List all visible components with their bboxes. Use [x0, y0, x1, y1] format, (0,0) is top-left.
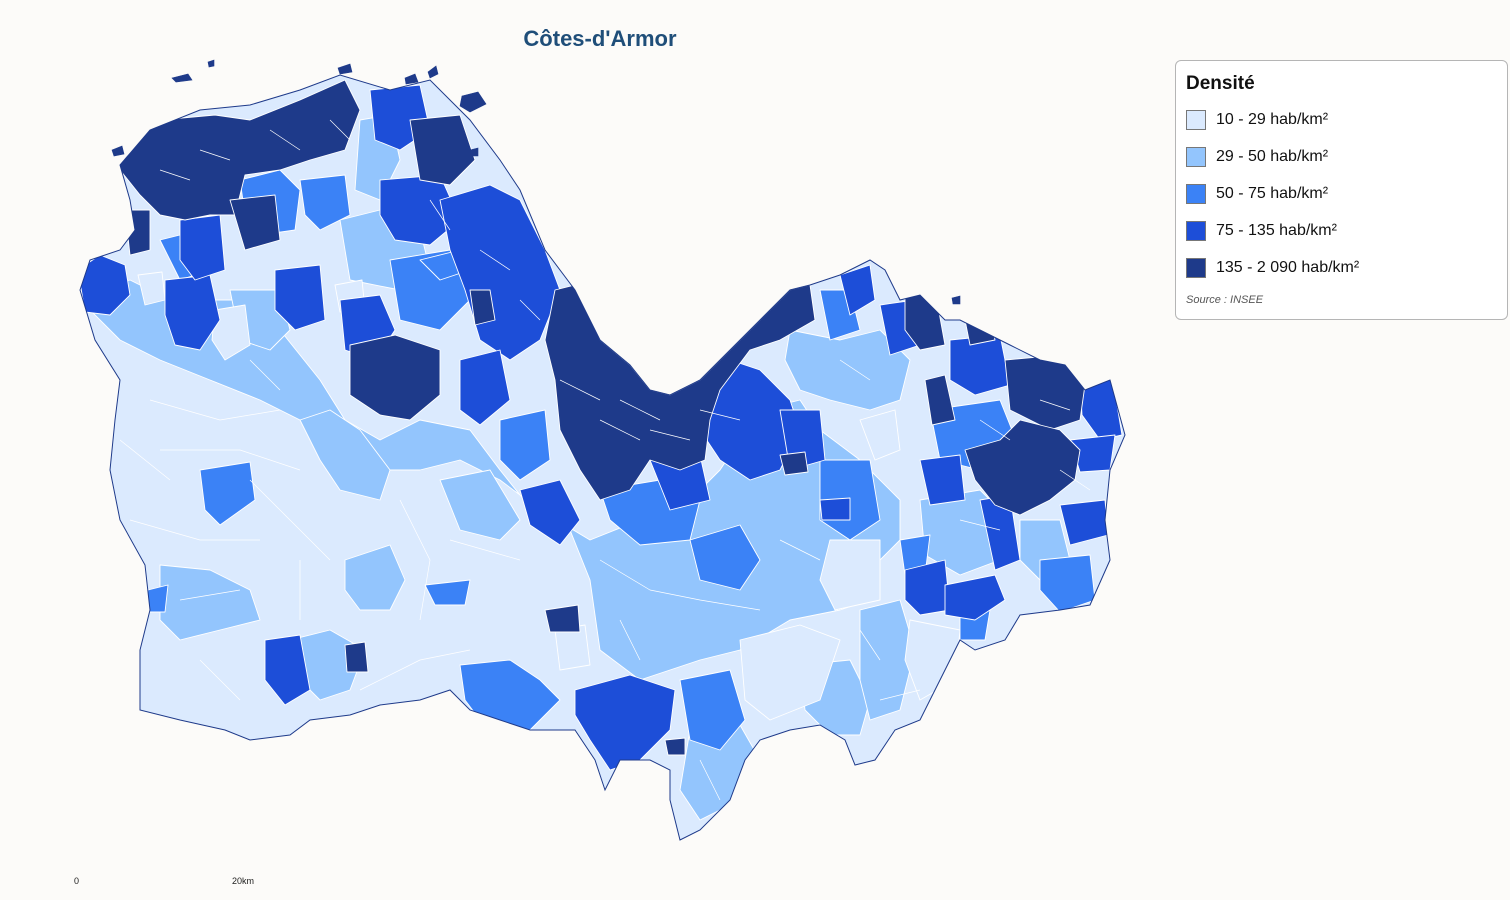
commune-zone[interactable] — [179, 214, 226, 281]
legend-swatch — [1186, 220, 1206, 241]
island[interactable] — [404, 73, 419, 85]
commune-zone[interactable] — [229, 194, 281, 251]
legend-swatch — [1186, 109, 1206, 130]
legend-label: 75 - 135 hab/km² — [1216, 221, 1337, 239]
commune-zone[interactable] — [859, 599, 916, 721]
legend-item: 75 - 135 hab/km² — [1186, 212, 1497, 249]
legend-swatch — [1186, 257, 1206, 278]
commune-zone[interactable] — [839, 264, 876, 316]
island[interactable] — [171, 73, 193, 83]
commune-zone[interactable] — [469, 289, 496, 326]
commune-zone[interactable] — [1039, 554, 1096, 613]
legend-label: 50 - 75 hab/km² — [1216, 184, 1329, 202]
commune-zone[interactable] — [819, 497, 851, 521]
commune-zone[interactable] — [924, 374, 956, 426]
commune-zone[interactable] — [344, 544, 406, 611]
legend-swatch — [1186, 146, 1206, 167]
legend-label: 29 - 50 hab/km² — [1216, 147, 1329, 165]
commune-zone[interactable] — [664, 737, 686, 756]
island[interactable] — [459, 91, 487, 113]
legend-item: 29 - 50 hab/km² — [1186, 138, 1497, 175]
commune-zone[interactable] — [679, 669, 746, 751]
legend: Densité 10 - 29 hab/km² 29 - 50 hab/km² … — [1175, 60, 1508, 320]
commune-zone[interactable] — [147, 584, 169, 613]
map-title: Côtes-d'Armor — [523, 26, 677, 51]
commune-zone[interactable] — [739, 624, 841, 721]
island[interactable] — [337, 63, 353, 75]
legend-title: Densité — [1186, 73, 1255, 94]
commune-zone[interactable] — [689, 524, 761, 591]
island[interactable] — [469, 147, 479, 157]
department-outline — [79, 74, 1126, 841]
commune-zone[interactable] — [424, 579, 471, 606]
commune-zone[interactable] — [519, 479, 581, 546]
commune-zone[interactable] — [274, 264, 326, 331]
commune-zone[interactable] — [409, 114, 476, 186]
commune-zone[interactable] — [299, 174, 351, 231]
commune-zone[interactable] — [779, 451, 809, 476]
commune-zone[interactable] — [784, 329, 911, 411]
commune-zone[interactable] — [299, 409, 391, 501]
commune-zone[interactable] — [349, 334, 441, 421]
legend-swatch — [1186, 183, 1206, 204]
island[interactable] — [951, 295, 961, 305]
commune-zone[interactable] — [344, 641, 369, 673]
commune-zone[interactable] — [264, 634, 311, 706]
islands — [111, 59, 961, 305]
commune-zone[interactable] — [199, 461, 256, 526]
legend-label: 135 - 2 090 hab/km² — [1216, 258, 1360, 276]
legend-item: 50 - 75 hab/km² — [1186, 175, 1497, 212]
commune-zone[interactable] — [459, 349, 511, 426]
commune-zone[interactable] — [819, 539, 881, 611]
commune-zone[interactable] — [544, 604, 581, 633]
legend-item: 135 - 2 090 hab/km² — [1186, 249, 1497, 286]
commune-zone[interactable] — [944, 574, 1006, 621]
legend-source: Source : INSEE — [1186, 294, 1264, 306]
scale-bar-start-label: 0 — [74, 876, 80, 886]
commune-borders — [119, 119, 1091, 801]
commune-zone[interactable] — [919, 454, 966, 506]
island[interactable] — [207, 59, 215, 68]
commune-zone[interactable] — [904, 559, 951, 616]
island[interactable] — [111, 145, 125, 157]
commune-zone[interactable] — [211, 304, 251, 361]
commune-zone[interactable] — [159, 564, 261, 641]
commune-zone[interactable] — [859, 409, 901, 461]
commune-zone[interactable] — [439, 184, 561, 361]
legend-item: 10 - 29 hab/km² — [1186, 101, 1497, 138]
legend-label: 10 - 29 hab/km² — [1216, 110, 1329, 128]
commune-zone[interactable] — [459, 659, 561, 731]
scale-bar-end-label: 20km — [232, 876, 255, 886]
choropleth-map[interactable] — [0, 0, 1170, 900]
commune-zone[interactable] — [499, 409, 551, 481]
island[interactable] — [427, 65, 439, 79]
commune-zone[interactable] — [114, 79, 361, 221]
commune-zone[interactable] — [439, 469, 521, 541]
